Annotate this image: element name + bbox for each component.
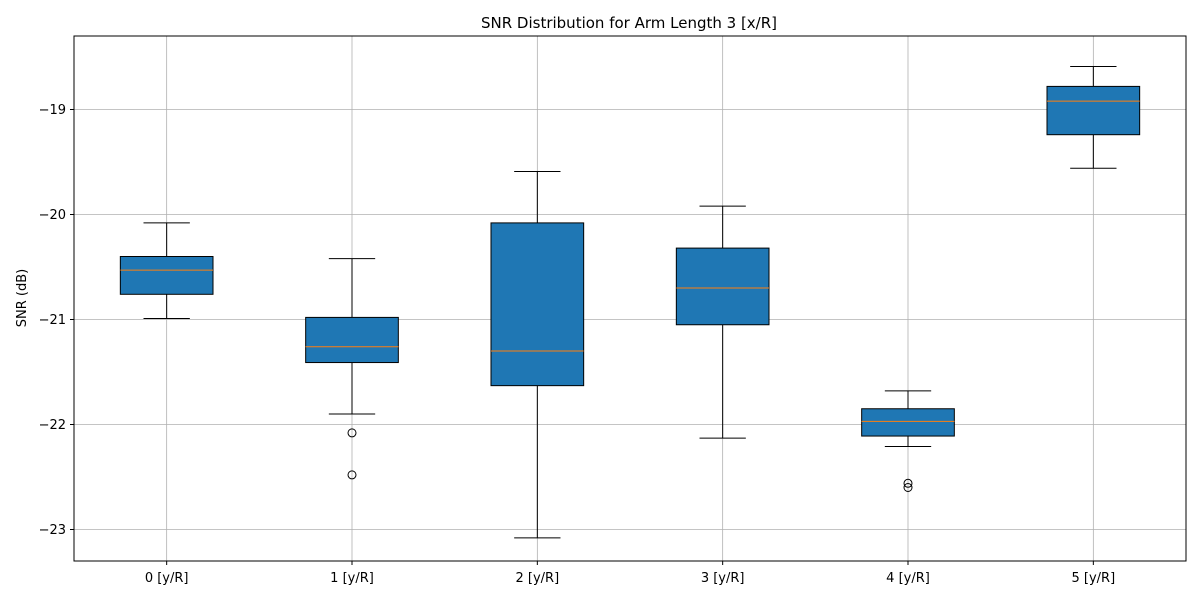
box-group	[490, 170, 585, 539]
x-tick-label: 5 [y/R]	[1072, 571, 1116, 586]
box-group	[1046, 65, 1141, 169]
x-tick-label: 0 [y/R]	[145, 571, 189, 586]
chart-title: SNR Distribution for Arm Length 3 [x/R]	[481, 14, 777, 32]
box-iqr	[119, 256, 214, 295]
box-iqr	[1046, 85, 1141, 136]
x-tick-label: 3 [y/R]	[701, 571, 745, 586]
y-tick-label: −20	[39, 208, 66, 223]
box-group	[119, 222, 214, 319]
outlier-point	[903, 478, 913, 488]
box-iqr	[675, 247, 770, 326]
box-iqr	[490, 222, 585, 387]
y-tick-label: −19	[39, 103, 66, 118]
x-tick-label: 4 [y/R]	[886, 571, 930, 586]
boxes-layer	[119, 65, 1141, 539]
box-iqr	[305, 316, 399, 364]
outlier-point	[347, 428, 357, 438]
outlier-point	[903, 483, 913, 492]
box-group	[305, 258, 399, 480]
axes-layer: −23 −22 −21 −20 −19 0 [y/R] 1 [y/R] 2 [y/R] 3 [y…	[39, 35, 1187, 586]
x-tick-label: 2 [y/R]	[516, 571, 560, 586]
outlier-point	[347, 470, 357, 480]
box-iqr	[861, 408, 955, 437]
box-group	[861, 390, 955, 492]
y-tick-label: −22	[39, 418, 66, 433]
x-tick-label: 1 [y/R]	[330, 571, 374, 586]
y-tick-label: −21	[39, 313, 66, 328]
y-axis-label: SNR (dB)	[15, 269, 30, 327]
box-group	[675, 205, 770, 439]
y-tick-label: −23	[39, 523, 66, 538]
plot-frame	[73, 35, 1187, 562]
